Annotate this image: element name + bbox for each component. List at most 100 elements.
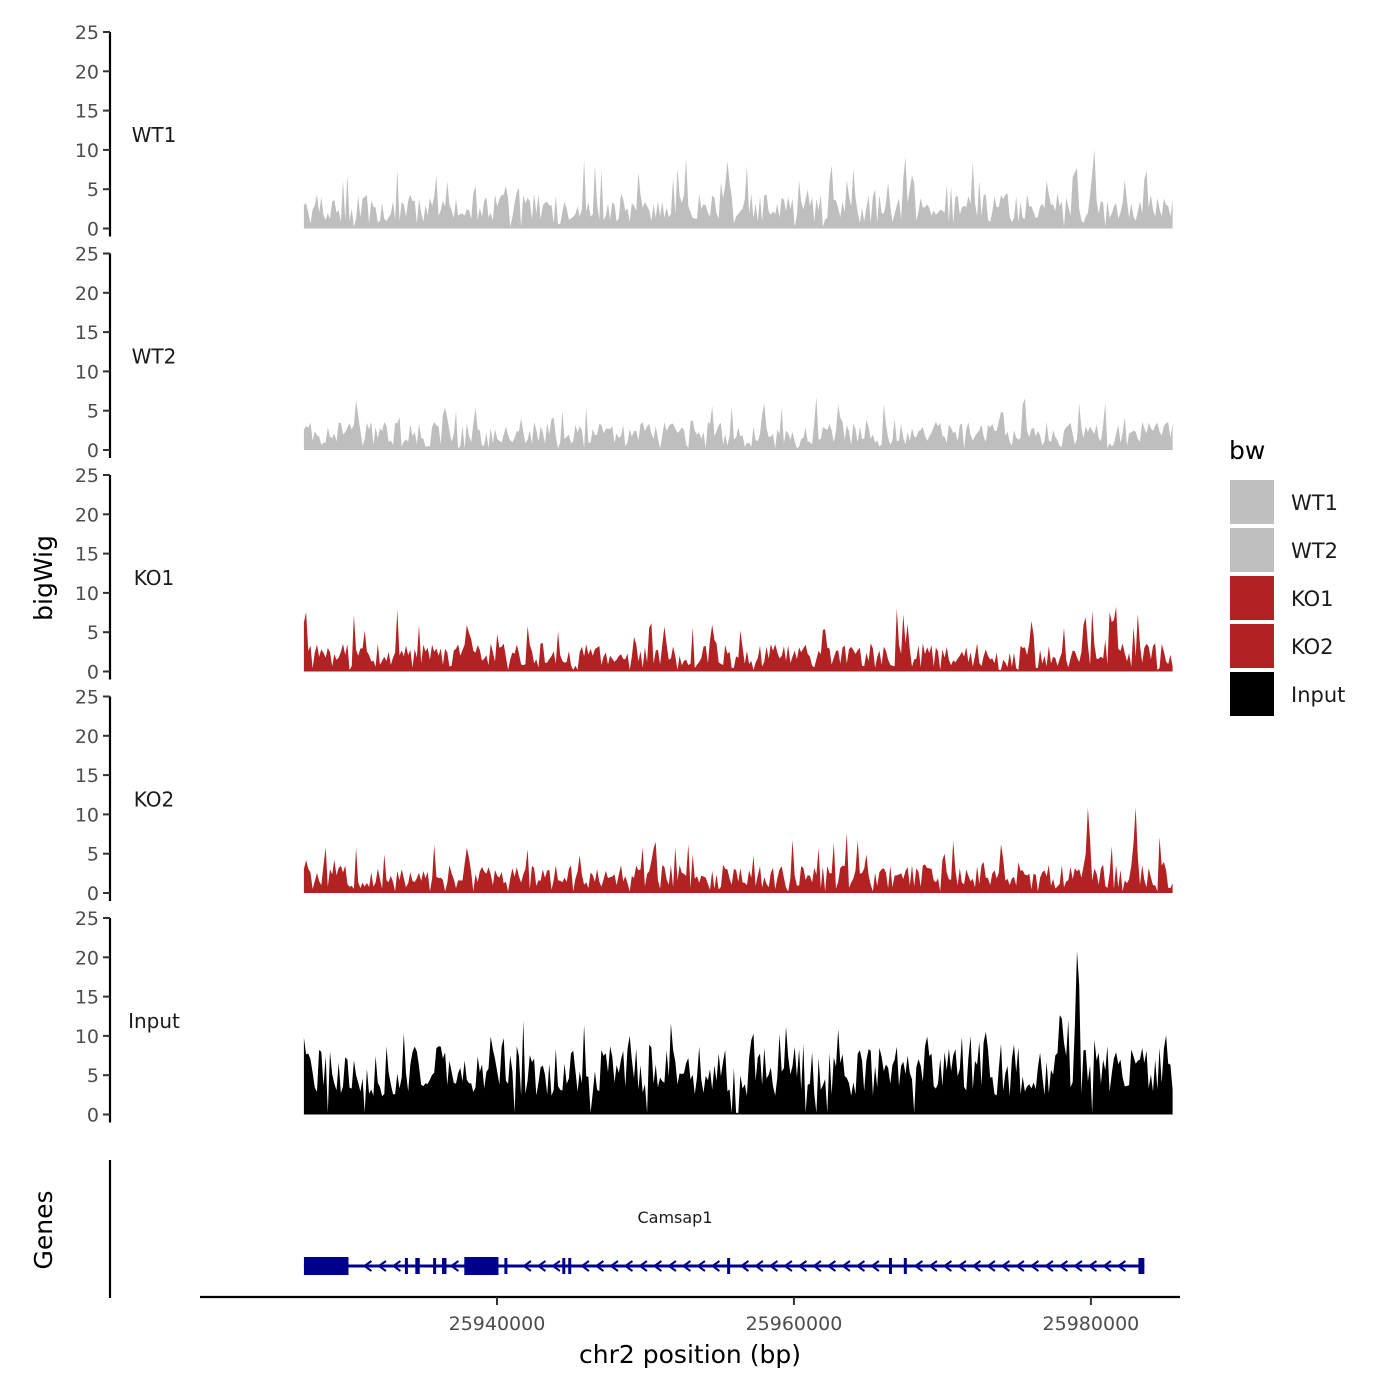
- strand-arrow: [1087, 1260, 1098, 1272]
- strand-arrow: [739, 1260, 750, 1272]
- strand-arrow: [855, 1260, 866, 1272]
- strand-arrow: [1000, 1260, 1011, 1272]
- track-label: KO2: [134, 788, 175, 812]
- legend: bw WT1 WT2 KO1 KO2 Input: [1229, 436, 1345, 716]
- gene-exon: [415, 1258, 420, 1274]
- y-tick-label: 20: [75, 504, 99, 526]
- y-tick-label: 20: [75, 726, 99, 748]
- y-tick-label: 5: [87, 844, 99, 866]
- track-input: 0 5 10 15 20 25 Input: [75, 908, 1173, 1127]
- y-tick-label: 10: [75, 804, 99, 826]
- strand-arrow: [1015, 1260, 1025, 1272]
- y-tick-label: 25: [75, 244, 99, 266]
- y-tick-label: 0: [87, 440, 99, 462]
- strand-arrow: [623, 1260, 634, 1272]
- gene-exon: [303, 1257, 349, 1275]
- strand-arrow: [522, 1260, 532, 1272]
- strand-arrow: [710, 1260, 721, 1272]
- gene-exon: [903, 1258, 907, 1274]
- legend-item-wt2: WT2: [1230, 528, 1338, 572]
- y-tick-label: 20: [75, 283, 99, 305]
- track-wt1: 0 5 10 15 20 25 WT1: [75, 22, 1173, 241]
- strand-arrow: [870, 1260, 880, 1272]
- gene-track: Camsap1: [108, 1160, 1145, 1298]
- strand-arrow: [580, 1260, 590, 1272]
- gene-exon: [888, 1258, 892, 1274]
- track-ko1: 0 5 10 15 20 25 KO1: [75, 465, 1173, 684]
- y-tick-label: 20: [75, 947, 99, 969]
- y-tick-label: 25: [75, 687, 99, 709]
- legend-item-ko1: KO1: [1230, 576, 1334, 620]
- strand-arrow: [768, 1260, 779, 1272]
- gene-exon: [464, 1257, 499, 1275]
- strand-arrow: [913, 1260, 924, 1272]
- y-tick-label: 25: [75, 22, 99, 44]
- x-axis: 25940000 25960000 25980000: [200, 1295, 1180, 1335]
- x-tick-label: 25980000: [1043, 1313, 1140, 1335]
- track-label: KO1: [134, 566, 175, 590]
- legend-title: bw: [1229, 436, 1265, 465]
- y-tick-label: 5: [87, 622, 99, 644]
- track-ko2: 0 5 10 15 20 25 KO2: [75, 687, 1173, 905]
- y-tick-label: 0: [87, 883, 99, 905]
- x-axis-title: chr2 position (bp): [579, 1340, 801, 1369]
- track-label: WT1: [132, 123, 177, 147]
- strand-arrow: [391, 1260, 402, 1272]
- bigwig-tracks: 0 5 10 15 20 25 WT1 0 5 10 15 20 25 WT2 0 5 10 15 20 25 KO1 0…: [75, 22, 1173, 1127]
- strand-arrow: [1029, 1260, 1040, 1272]
- track-wt2: 0 5 10 15 20 25 WT2: [75, 244, 1173, 462]
- y-tick-label: 10: [75, 361, 99, 383]
- strand-arrow: [609, 1260, 619, 1272]
- y-axis-title-bigwig: bigWig: [29, 535, 58, 621]
- legend-item-ko2: KO2: [1230, 624, 1334, 668]
- strand-arrow: [1102, 1260, 1112, 1272]
- legend-swatch: [1230, 576, 1274, 620]
- y-tick-label: 20: [75, 61, 99, 83]
- legend-label: WT2: [1291, 539, 1338, 563]
- signal-area-ko2: [303, 807, 1173, 893]
- legend-swatch: [1230, 624, 1274, 668]
- gene-name-label: Camsap1: [637, 1208, 712, 1227]
- gene-exon: [562, 1258, 566, 1274]
- y-tick-label: 0: [87, 219, 99, 241]
- y-tick-label: 0: [87, 662, 99, 684]
- strand-arrow: [652, 1260, 663, 1272]
- signal-area-input: [303, 950, 1173, 1115]
- strand-arrow: [362, 1260, 373, 1272]
- signal-area-ko1: [303, 606, 1173, 672]
- strand-arrow: [377, 1260, 387, 1272]
- strand-arrow: [942, 1260, 953, 1272]
- strand-arrow: [812, 1260, 822, 1272]
- legend-label: KO2: [1291, 635, 1334, 659]
- strand-arrow: [797, 1260, 808, 1272]
- legend-swatch: [1230, 528, 1274, 572]
- strand-arrow: [1058, 1260, 1069, 1272]
- y-tick-label: 10: [75, 140, 99, 162]
- y-tick-label: 5: [87, 179, 99, 201]
- strand-arrow: [986, 1260, 996, 1272]
- strand-arrow: [696, 1260, 706, 1272]
- y-tick-label: 15: [75, 765, 99, 787]
- strand-arrow: [638, 1260, 648, 1272]
- y-tick-label: 15: [75, 987, 99, 1009]
- gene-exon: [504, 1258, 508, 1274]
- y-tick-label: 15: [75, 101, 99, 123]
- track-label: WT2: [132, 345, 177, 369]
- strand-arrow: [1044, 1260, 1054, 1272]
- strand-arrow: [783, 1260, 793, 1272]
- gene-exon: [442, 1258, 447, 1274]
- y-tick-label: 15: [75, 544, 99, 566]
- gene-exon: [1138, 1258, 1145, 1274]
- y-tick-label: 5: [87, 401, 99, 423]
- strand-arrow: [1073, 1260, 1083, 1272]
- track-label: Input: [128, 1009, 180, 1033]
- y-tick-label: 10: [75, 1026, 99, 1048]
- strand-arrow: [841, 1260, 851, 1272]
- legend-swatch: [1230, 480, 1274, 524]
- y-tick-label: 5: [87, 1065, 99, 1087]
- legend-label: KO1: [1291, 587, 1334, 611]
- legend-swatch: [1230, 672, 1274, 716]
- signal-area-wt1: [303, 149, 1173, 229]
- gene-exon: [433, 1258, 437, 1274]
